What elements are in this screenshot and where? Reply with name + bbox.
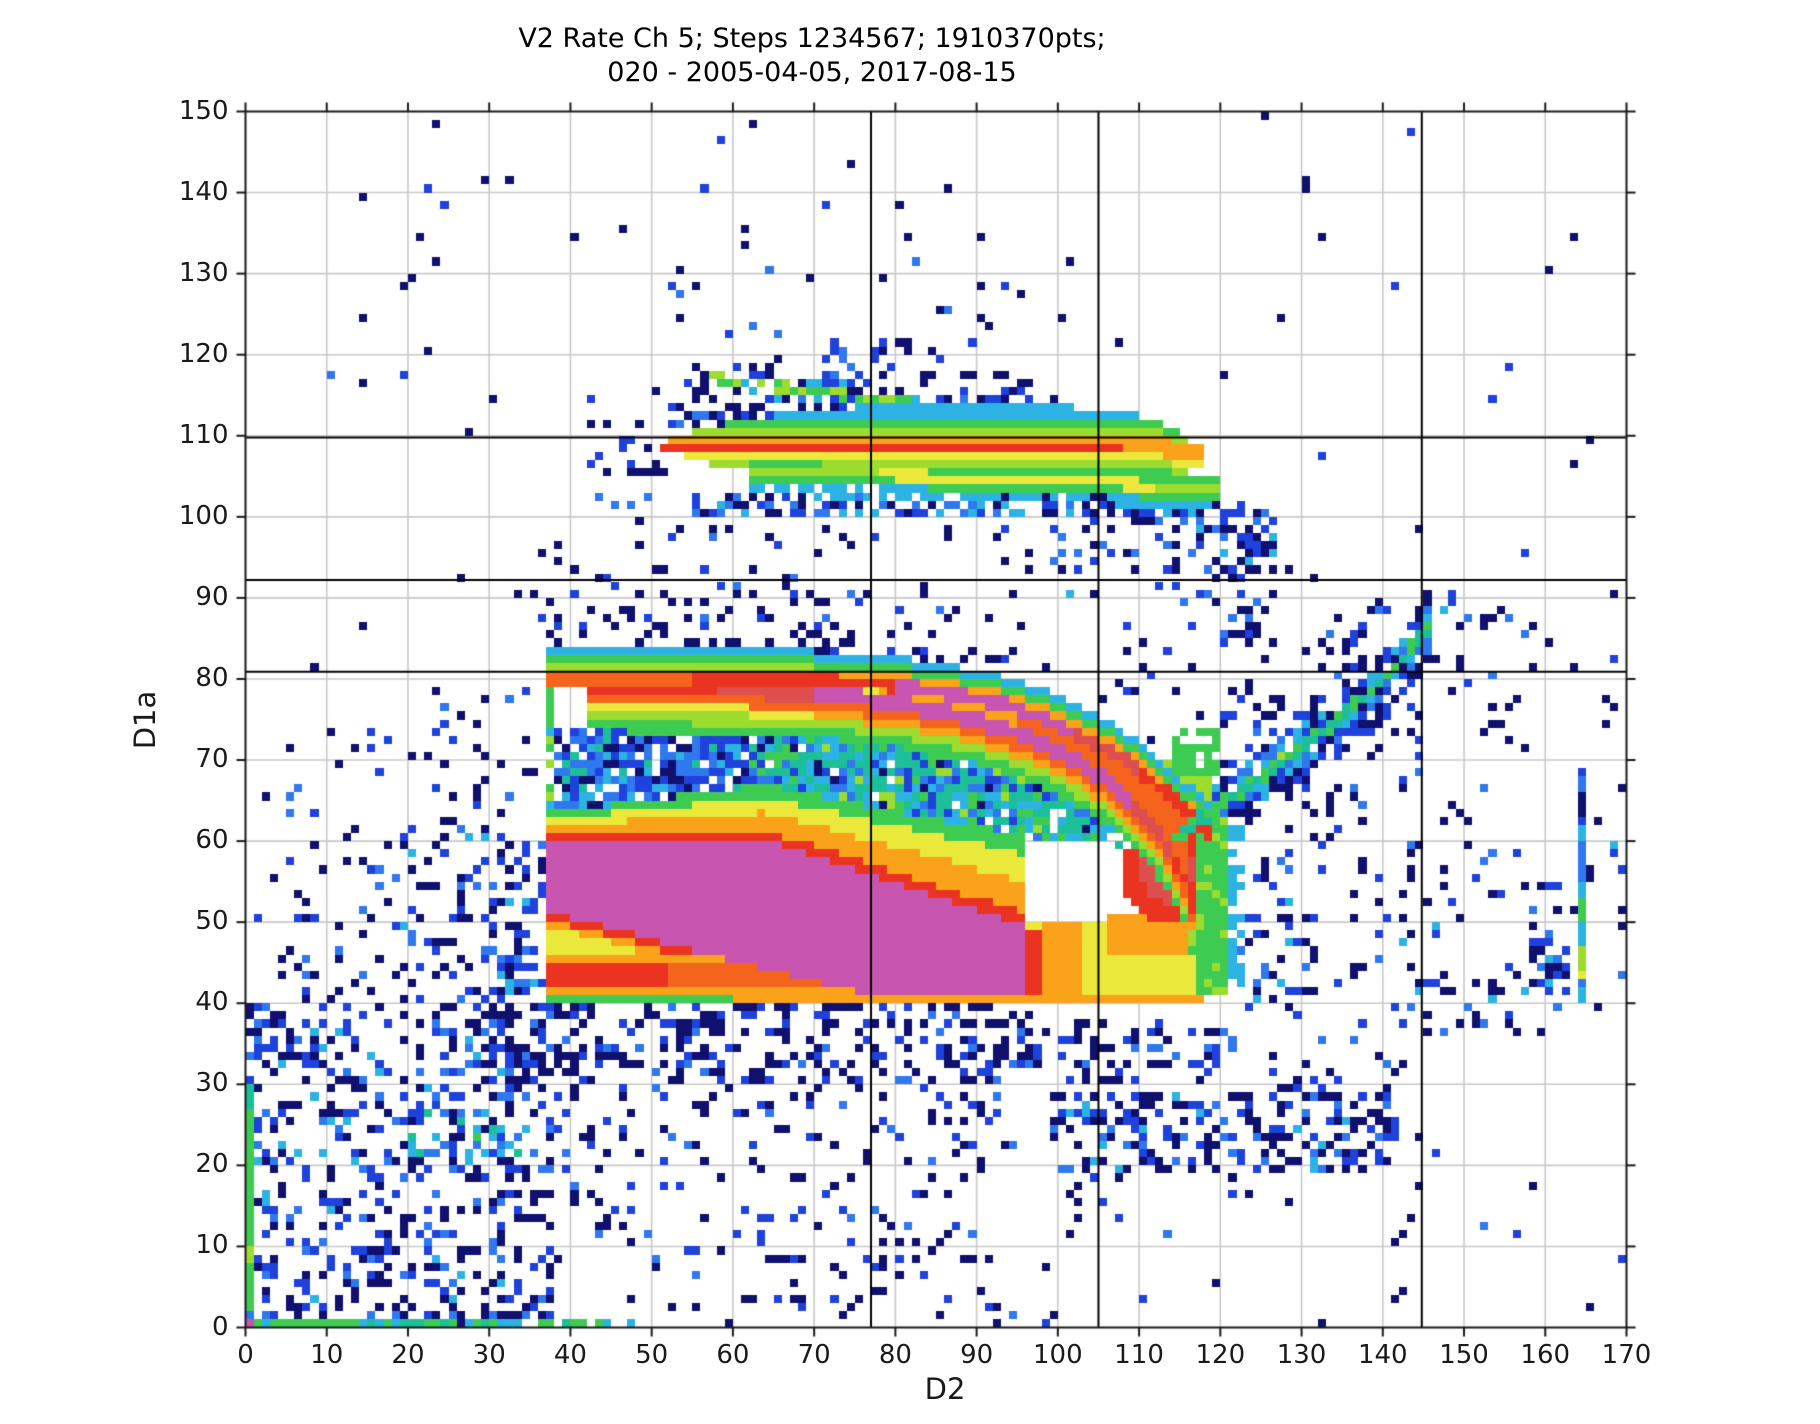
y-tick-label: 50 (195, 906, 229, 937)
x-tick-label: 150 (1439, 1340, 1489, 1370)
y-tick-label: 140 (178, 176, 229, 207)
x-tick-label: 40 (553, 1340, 587, 1370)
x-tick-label: 80 (878, 1340, 912, 1370)
y-tick-label: 90 (195, 581, 229, 612)
y-tick-label: 20 (195, 1149, 229, 1180)
y-tick-label: 80 (195, 662, 229, 693)
x-tick-label: 60 (716, 1340, 750, 1370)
x-tick-label: 100 (1033, 1340, 1083, 1370)
chart-title-line1: V2 Rate Ch 5; Steps 1234567; 1910370pts; (518, 23, 1106, 54)
x-tick-label: 50 (635, 1340, 669, 1370)
x-tick-label: 70 (797, 1340, 831, 1370)
x-tick-label: 130 (1276, 1340, 1327, 1370)
y-tick-label: 0 (211, 1311, 229, 1342)
y-tick-label: 110 (178, 419, 229, 450)
chart-title-line2: 020 - 2005-04-05, 2017-08-15 (607, 57, 1017, 88)
heatmap-plot-area (230, 95, 1640, 1345)
y-tick-label: 30 (195, 1068, 229, 1099)
chart-title: V2 Rate Ch 5; Steps 1234567; 1910370pts;… (0, 22, 1624, 90)
y-tick-label: 40 (195, 987, 229, 1018)
y-tick-label: 150 (178, 95, 229, 126)
x-tick-label: 0 (237, 1340, 254, 1370)
y-tick-label: 100 (178, 500, 229, 531)
x-axis-label: D2 (924, 1372, 966, 1406)
x-tick-label: 30 (472, 1340, 506, 1370)
y-tick-label: 10 (195, 1230, 229, 1261)
y-tick-label: 120 (178, 338, 229, 369)
x-tick-label: 170 (1601, 1340, 1652, 1370)
x-tick-label: 10 (310, 1340, 344, 1370)
y-tick-label: 60 (195, 825, 229, 856)
x-tick-label: 120 (1195, 1340, 1246, 1370)
y-tick-label: 70 (195, 744, 229, 775)
x-tick-label: 160 (1520, 1340, 1571, 1370)
x-tick-label: 110 (1114, 1340, 1164, 1370)
y-tick-label: 130 (178, 257, 229, 288)
x-tick-label: 90 (960, 1340, 994, 1370)
x-tick-label: 140 (1357, 1340, 1408, 1370)
x-tick-label: 20 (391, 1340, 425, 1370)
